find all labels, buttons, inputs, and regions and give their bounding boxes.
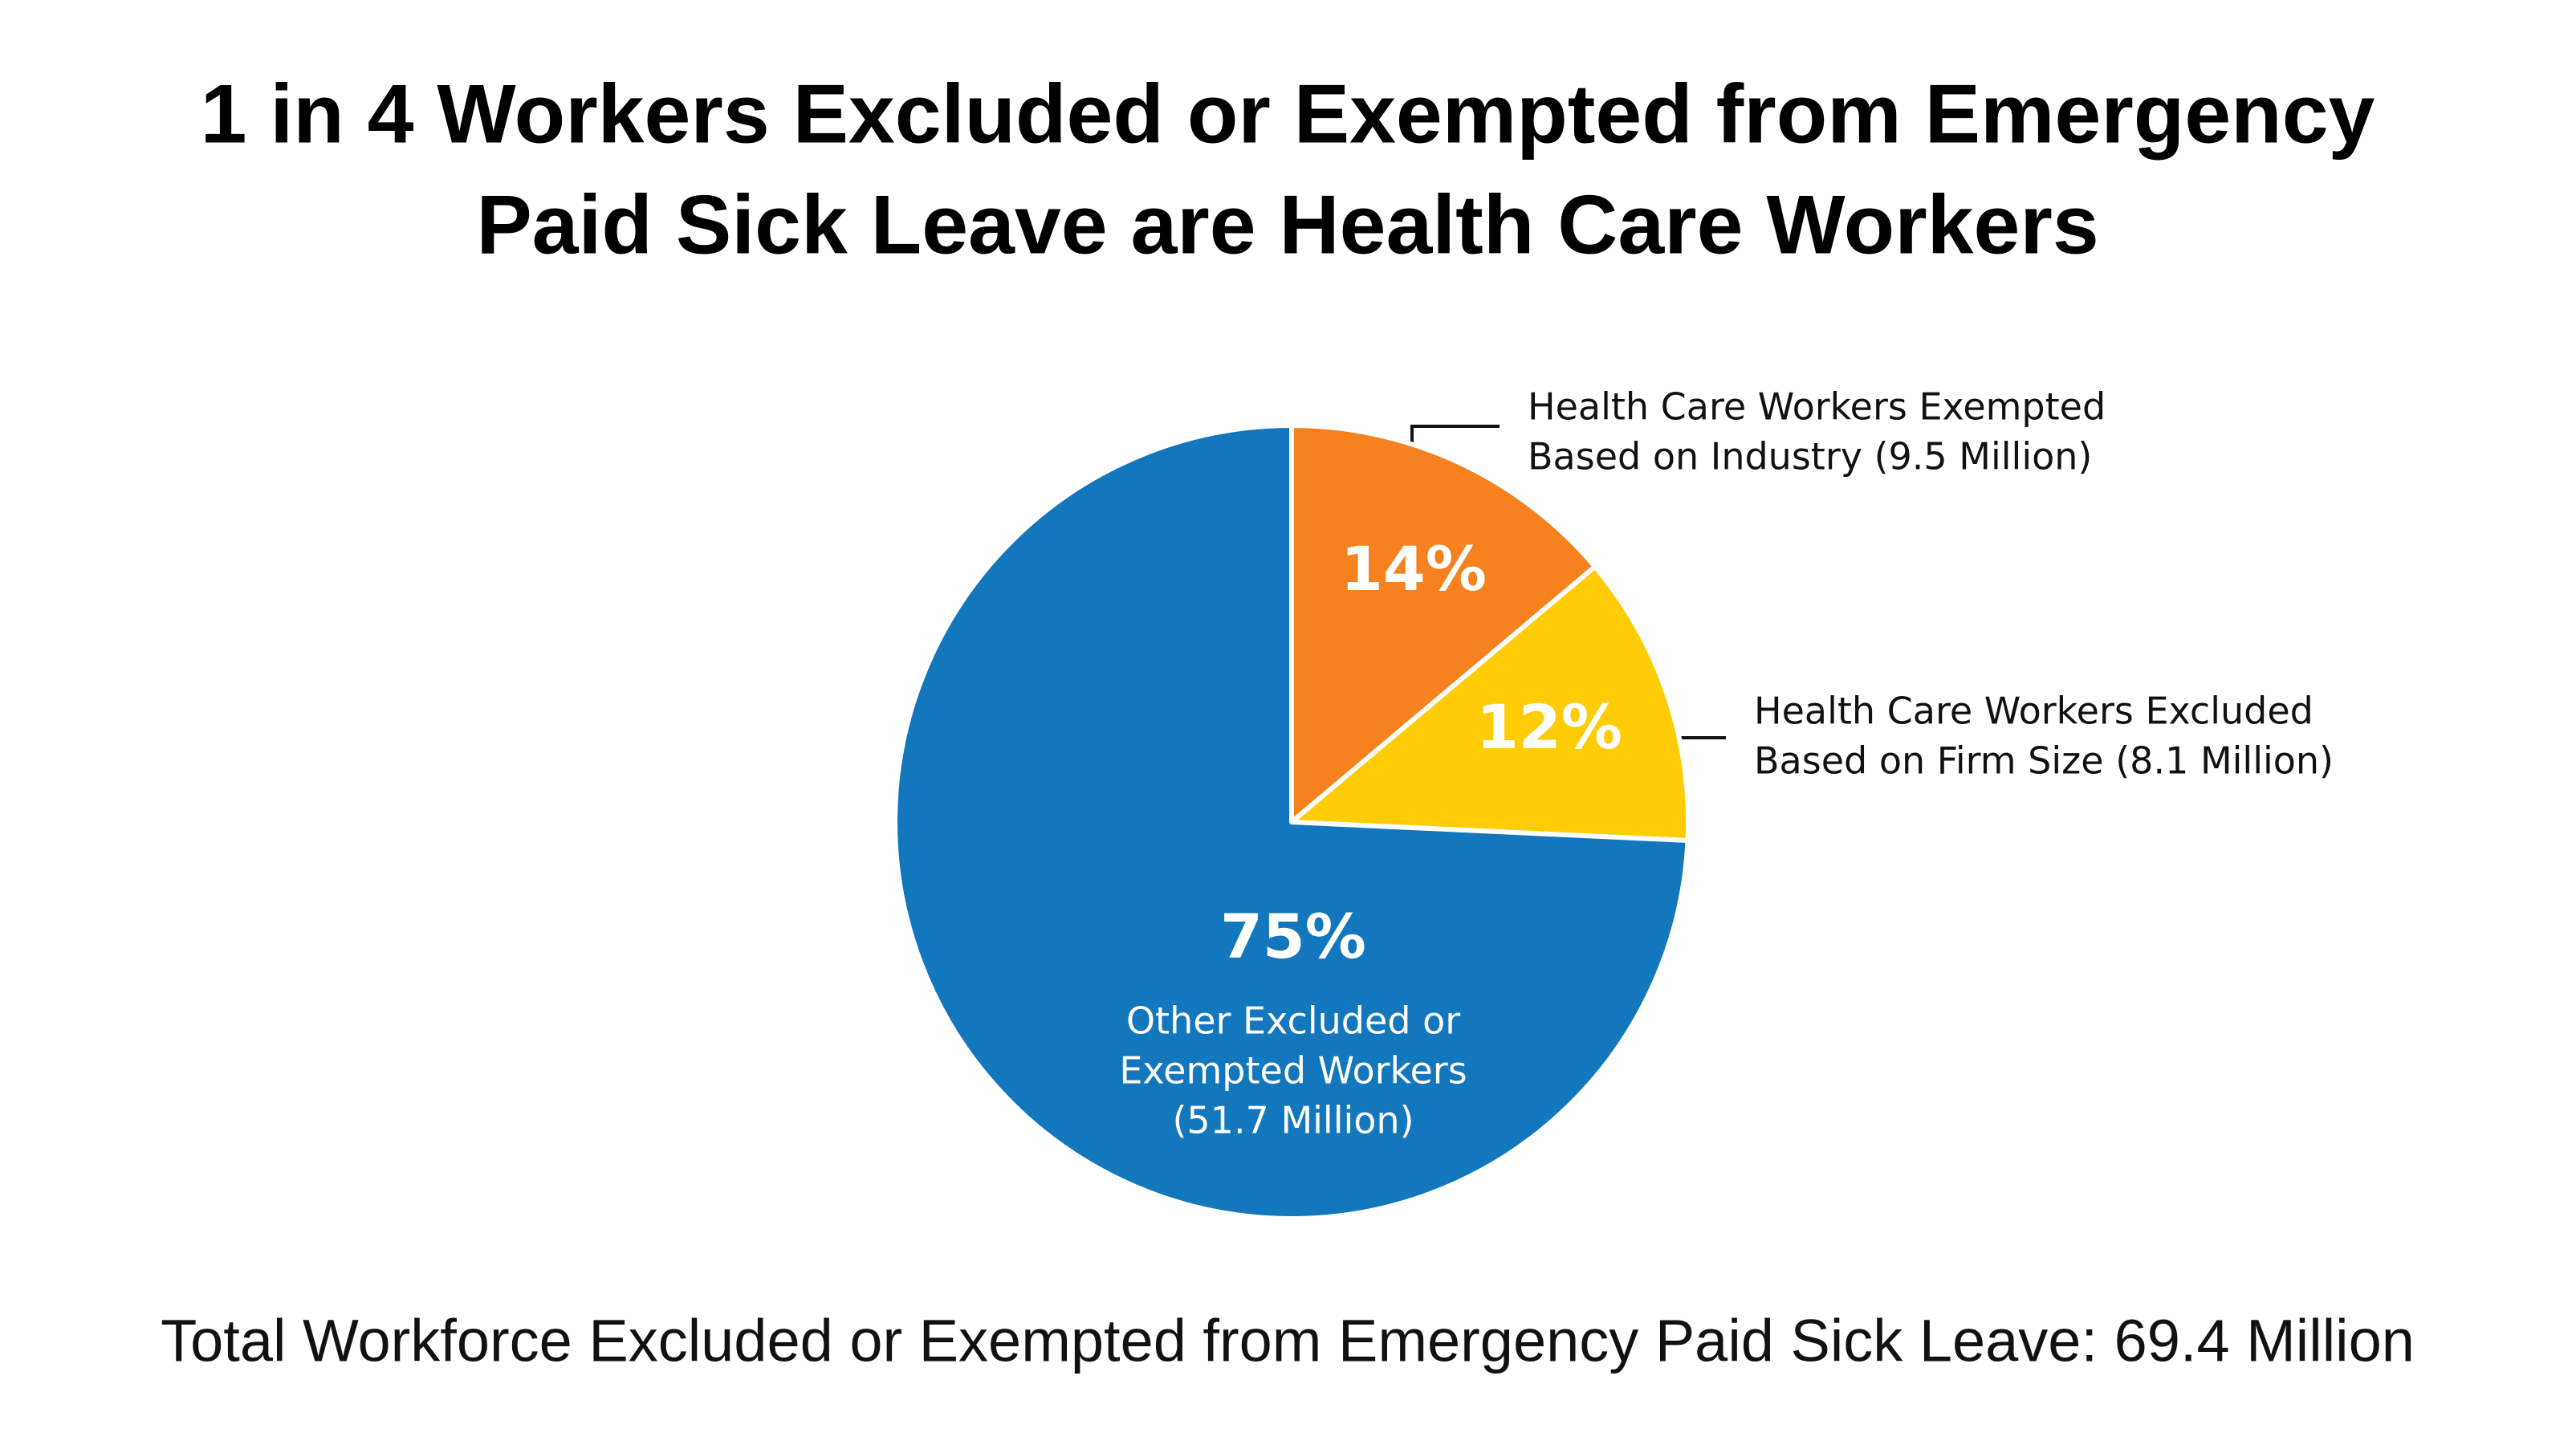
- slice-label: Based on Firm Size (8.1 Million): [1754, 739, 2334, 783]
- slice-label: Health Care Workers Exempted: [1528, 385, 2106, 429]
- slice-label: Exempted Workers: [1119, 1049, 1467, 1093]
- pie-slice: [1289, 423, 1597, 824]
- footnote: Total Workforce Excluded or Exempted fro…: [161, 1308, 2415, 1374]
- slice-label: (51.7 Million): [1172, 1099, 1414, 1142]
- pie-slice: [893, 423, 1691, 1221]
- value-label: 12%: [1476, 691, 1622, 763]
- slices: [893, 423, 1691, 1221]
- value-label: 75%: [1220, 901, 1366, 972]
- pie-slice: [1289, 564, 1691, 844]
- slice-label: Based on Industry (9.5 Million): [1528, 435, 2092, 478]
- slice-label: Other Excluded or: [1126, 999, 1460, 1043]
- value-label: 14%: [1341, 533, 1487, 604]
- chart-title: 1 in 4 Workers Excluded or Exempted from…: [201, 67, 2375, 161]
- slice-label: Health Care Workers Excluded: [1754, 690, 2314, 733]
- chart-title: Paid Sick Leave are Health Care Workers: [476, 178, 2098, 271]
